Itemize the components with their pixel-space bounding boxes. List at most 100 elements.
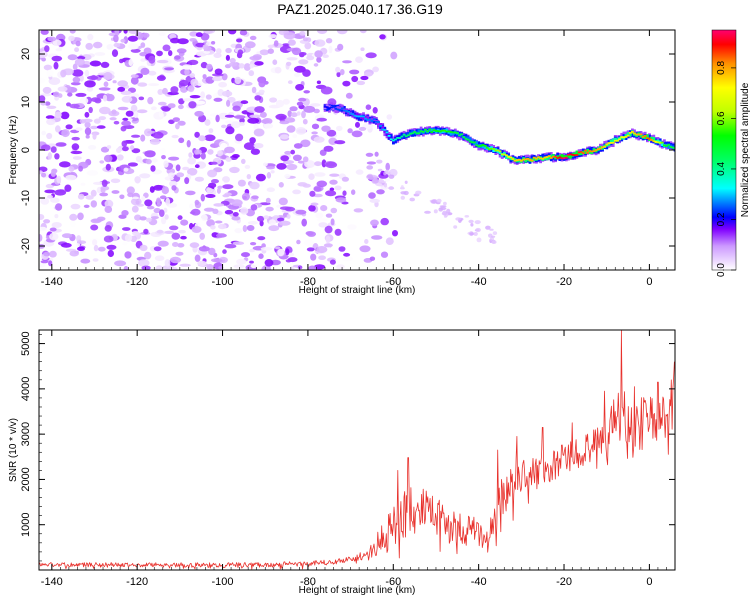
noise-blob (55, 142, 67, 147)
noise-blob (299, 52, 307, 56)
noise-blob (311, 123, 320, 130)
noise-blob (233, 264, 245, 269)
signal-cell (451, 131, 455, 134)
noise-blob (141, 196, 146, 202)
snr-y-label: SNR (10 * v/v) (8, 418, 19, 482)
signal-cell (443, 129, 446, 132)
signal-cell (351, 110, 355, 116)
noise-blob (314, 172, 326, 177)
noise-blob (156, 75, 166, 81)
noise-blob (388, 186, 395, 190)
noise-blob (68, 35, 75, 42)
noise-blob (175, 251, 184, 256)
x-tick-label: -80 (300, 576, 316, 588)
signal-cell (528, 159, 532, 161)
noise-blob (210, 258, 223, 263)
y-tick-label: 2000 (20, 467, 32, 491)
signal-cell (609, 139, 613, 144)
noise-blob (310, 202, 319, 206)
noise-blob (131, 134, 141, 138)
noise-blob (40, 101, 47, 106)
signal-cell (496, 149, 500, 152)
signal-cell (374, 120, 378, 123)
noise-blob (249, 181, 260, 190)
noise-blob (131, 148, 141, 154)
noise-blob (171, 232, 181, 240)
noise-blob (149, 138, 161, 145)
noise-blob (184, 68, 190, 76)
noise-blob (359, 245, 371, 253)
noise-blob (308, 205, 316, 212)
signal-cell (586, 148, 589, 153)
noise-blob (270, 170, 275, 174)
signal-cell (353, 114, 357, 117)
signal-cell (466, 138, 470, 141)
signal-cell (599, 145, 602, 150)
noise-blob (194, 164, 200, 169)
signal-cell (398, 137, 402, 139)
signal-cell (492, 148, 496, 153)
signal-cell (381, 125, 385, 129)
noise-blob (380, 217, 390, 226)
colorbar-tick-label: 0.4 (716, 162, 727, 176)
signal-cell (334, 107, 338, 110)
noise-blob (258, 79, 266, 88)
noise-blob (316, 218, 328, 222)
signal-cell (394, 137, 397, 144)
signal-cell (637, 133, 641, 136)
noise-blob (221, 155, 227, 159)
noise-blob (90, 189, 97, 197)
noise-blob (273, 40, 279, 47)
signal-cell (415, 132, 419, 135)
noise-blob (250, 204, 258, 211)
noise-blob (150, 216, 159, 220)
signal-cell (360, 115, 363, 118)
noise-blob (386, 114, 393, 120)
signal-cell (539, 157, 542, 160)
noise-blob (194, 254, 201, 262)
signal-cell (596, 148, 600, 150)
noise-blob (275, 113, 287, 120)
noise-blob (218, 81, 228, 88)
noise-blob (139, 173, 151, 179)
noise-blob (194, 100, 206, 105)
y-tick-label: 1000 (20, 512, 32, 536)
noise-blob (153, 246, 162, 252)
signal-cell (379, 123, 382, 127)
noise-blob (360, 30, 367, 34)
noise-blob (213, 203, 225, 207)
noise-blob (353, 208, 364, 213)
noise-blob (90, 218, 102, 224)
signal-cell (541, 157, 545, 160)
noise-blob (237, 49, 244, 55)
noise-blob (168, 156, 180, 161)
noise-blob (60, 69, 67, 78)
noise-blob (468, 219, 474, 224)
noise-blob (230, 121, 241, 129)
signal-cell (530, 155, 534, 161)
noise-blob (385, 169, 391, 175)
noise-blob (162, 87, 168, 95)
noise-blob (229, 166, 240, 174)
colorbar-frame (711, 29, 737, 271)
noise-blob (142, 32, 150, 38)
noise-blob (250, 242, 257, 246)
noise-blob (90, 97, 101, 103)
noise-blob (157, 101, 167, 106)
noise-blob (128, 30, 139, 35)
noise-blob (127, 35, 138, 42)
noise-blob (61, 129, 70, 138)
noise-blob (80, 182, 86, 186)
noise-blob (400, 185, 404, 189)
noise-blob (320, 205, 328, 212)
noise-blob (54, 214, 59, 219)
signal-cell (607, 142, 611, 146)
signal-cell (526, 158, 530, 160)
signal-cell (490, 147, 493, 150)
noise-blob (264, 259, 274, 267)
noise-blob (313, 136, 325, 143)
noise-blob (122, 242, 128, 246)
noise-blob (216, 187, 221, 194)
noise-blob (439, 205, 447, 208)
signal-cell (605, 143, 609, 146)
